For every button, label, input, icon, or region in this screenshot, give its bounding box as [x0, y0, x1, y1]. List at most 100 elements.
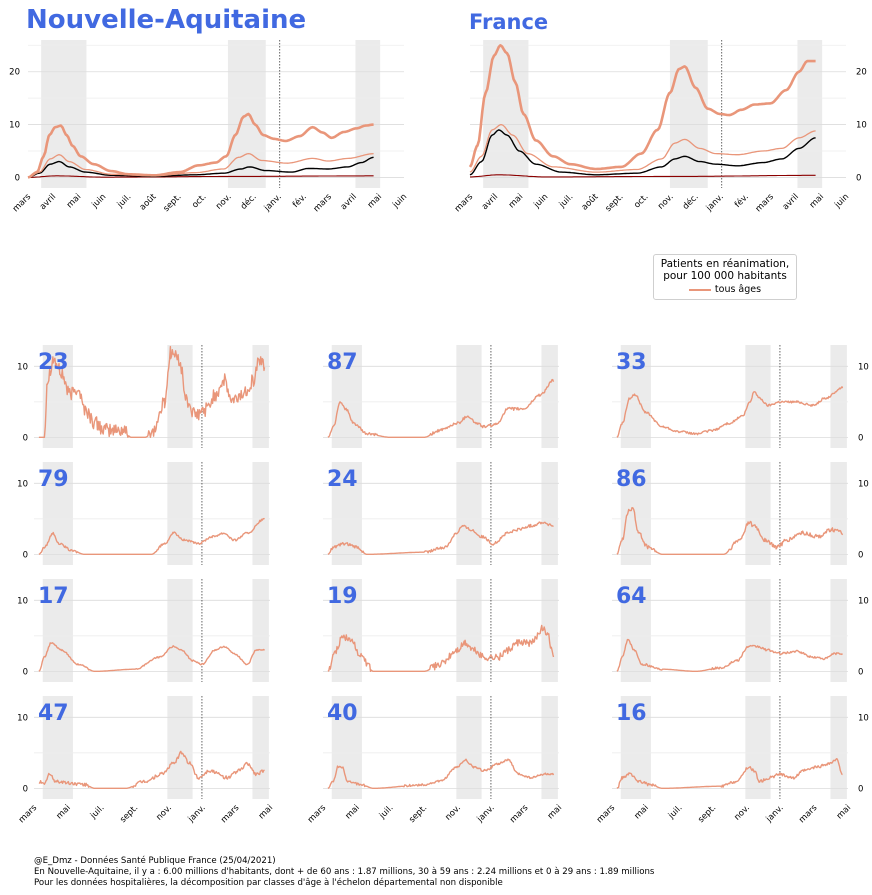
x-tick-label: juil.: [377, 803, 396, 822]
x-tick-label: mai: [507, 192, 525, 210]
x-tick-label: mars: [595, 803, 618, 826]
y-tick-label: 0: [15, 173, 20, 183]
x-tick-label: janv.: [262, 192, 284, 214]
x-tick-label: mai: [633, 803, 651, 821]
x-tick-label: mai: [808, 192, 826, 210]
confinement-shade: [167, 345, 193, 448]
confinement-shade: [42, 579, 73, 682]
y-tick-label: 20: [856, 68, 867, 78]
dept-series-line: [38, 750, 265, 789]
x-tick-label: mars: [797, 803, 820, 826]
confinement-shade: [541, 462, 558, 565]
legend-title: Patients en réanimation, pour 100 000 ha…: [660, 258, 790, 282]
legend-item-all-ages: tous âges: [654, 284, 796, 295]
x-tick-label: nov.: [154, 803, 174, 823]
dept-series-line: [327, 624, 555, 672]
x-tick-label: fév.: [732, 191, 751, 210]
y-tick-label: 0: [23, 433, 28, 443]
x-tick-label: mars: [312, 192, 335, 215]
x-tick-label: mars: [754, 192, 777, 215]
y-tick-label: 10: [858, 362, 869, 372]
dept-code-label: 40: [327, 701, 358, 726]
x-tick-label: déc.: [238, 191, 259, 212]
dept-code-label: 24: [327, 467, 358, 492]
y-tick-label: 10: [17, 713, 28, 723]
confinement-shade: [745, 462, 771, 565]
x-tick-label: mai: [65, 192, 83, 210]
series-line-thin: [469, 123, 816, 173]
y-tick-label: 0: [858, 667, 863, 677]
y-tick-label: 0: [23, 784, 28, 794]
x-tick-label: nov.: [443, 803, 463, 823]
dept-panel-23: 0 10 23: [17, 345, 270, 448]
confinement-shade: [541, 696, 558, 799]
confinement-shade: [456, 345, 482, 448]
x-tick-label: sept.: [696, 803, 718, 825]
confinement-shade: [669, 40, 708, 188]
dept-series-line: [38, 345, 266, 438]
series-line-black: [469, 129, 816, 176]
x-tick-label: mai: [344, 803, 362, 821]
dept-panel-19: 19: [323, 579, 559, 682]
dept-panel-87: 87: [323, 345, 559, 448]
footer-population: En Nouvelle-Aquitaine, il y a : 6.00 mil…: [34, 867, 655, 877]
y-tick-label: 10: [17, 362, 28, 372]
chart-title: France: [469, 10, 548, 34]
x-tick-label: oct.: [632, 192, 650, 210]
dept-panel-33: 0 10 33: [612, 345, 869, 448]
x-tick-label: avril: [480, 192, 500, 212]
x-tick-label: sept.: [407, 803, 429, 825]
confinement-shade: [456, 696, 482, 799]
dept-series-line: [616, 507, 844, 555]
x-tick-label: mars: [453, 192, 476, 215]
confinement-shade: [167, 462, 193, 565]
x-tick-label: janv.: [186, 803, 208, 825]
x-tick-label: déc.: [680, 191, 701, 212]
x-tick-label: nov.: [214, 192, 234, 212]
x-tick-label: mars: [508, 803, 531, 826]
y-tick-label: 20: [9, 68, 20, 78]
confinement-shade: [797, 40, 823, 188]
x-tick-label: mai: [366, 192, 384, 210]
x-tick-label: avril: [781, 192, 801, 212]
x-tick-label: nov.: [732, 803, 752, 823]
dept-series-line: [327, 378, 555, 438]
x-tick-label: juin: [832, 192, 851, 211]
x-tick-label: août: [138, 192, 159, 213]
confinement-shade: [456, 579, 482, 682]
dept-panel-86: 0 10 86: [612, 462, 869, 565]
dept-series-line: [38, 642, 266, 672]
x-tick-label: mai: [546, 803, 564, 821]
confinement-shade: [830, 345, 847, 448]
series-line-bold: [468, 44, 816, 171]
series-line-thin: [27, 152, 374, 179]
dept-panel-17: 0 10 17: [17, 579, 270, 682]
dept-series-line: [327, 521, 554, 555]
dept-series-line: [616, 758, 843, 789]
confinement-shade: [167, 579, 193, 682]
confinement-shade: [830, 579, 847, 682]
x-tick-label: juil.: [88, 803, 107, 822]
y-tick-label: 10: [9, 121, 20, 131]
series-line-red: [470, 174, 816, 178]
confinement-shade: [620, 462, 651, 565]
x-tick-label: mai: [257, 803, 275, 821]
y-tick-label: 0: [23, 667, 28, 677]
y-tick-label: 10: [858, 596, 869, 606]
y-tick-label: 10: [17, 596, 28, 606]
x-tick-label: avril: [339, 192, 359, 212]
legend: Patients en réanimation, pour 100 000 ha…: [653, 254, 797, 300]
dept-series-line: [616, 386, 844, 438]
dept-code-label: 87: [327, 350, 358, 375]
x-tick-label: juil.: [557, 192, 576, 211]
chart-title: Nouvelle-Aquitaine: [26, 5, 306, 35]
x-tick-label: mai: [55, 803, 73, 821]
x-tick-label: oct.: [190, 192, 208, 210]
confinement-shade: [331, 579, 362, 682]
dept-series-line: [327, 758, 555, 789]
y-tick-label: 0: [23, 550, 28, 560]
confinement-shade: [620, 345, 651, 448]
confinement-shade: [42, 345, 73, 448]
